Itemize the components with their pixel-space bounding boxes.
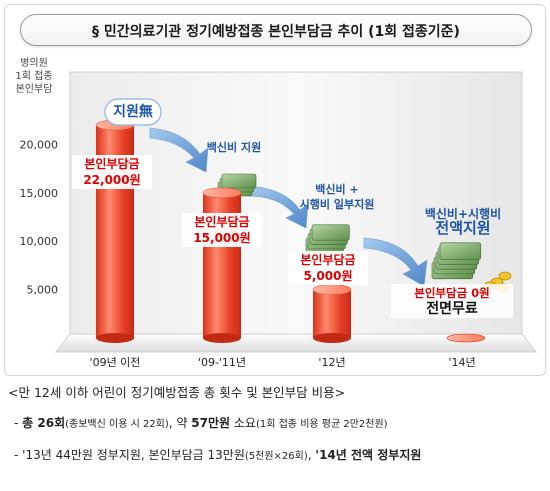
bar-labels: 본인부담금22,000원본인부담금15,000원본인부담금5,000원본인부담금… bbox=[72, 155, 513, 318]
bar-3 bbox=[446, 333, 486, 343]
bar-2-base bbox=[313, 333, 351, 343]
annotation-2-line-0: 백신비 + bbox=[315, 182, 358, 196]
bar-label-2-line-1: 5,000원 bbox=[304, 269, 353, 283]
trend-arrow-0 bbox=[149, 127, 209, 173]
annotation-0-line-0: 지원無 bbox=[113, 103, 153, 120]
annotation-0-bubble bbox=[104, 98, 162, 126]
info-line-1-b: 총 26회 bbox=[22, 416, 66, 430]
info-line-2-b: (5천원×26회) bbox=[244, 451, 308, 462]
money-icon-2-bill-3 bbox=[311, 224, 350, 241]
info-line-1-f: 소요 bbox=[230, 416, 256, 430]
bar-0-base bbox=[96, 333, 134, 343]
bar-label-1-bg bbox=[182, 213, 262, 247]
x-axis-categories: '09년 이전 '09-'11년 '12년 '14년 bbox=[90, 356, 476, 369]
annotation-0: 지원無 bbox=[104, 98, 162, 126]
bar-label-1: 본인부담금 15,000원 bbox=[182, 213, 262, 247]
annotation-1-line-0: 백신비 지원 bbox=[207, 140, 261, 154]
money-icon-1-bill-2 bbox=[221, 173, 257, 189]
bar-0 bbox=[95, 119, 135, 343]
bar-1 bbox=[202, 187, 242, 343]
info-line-1: - 총 26회(종보백신 이용 시 22회), 약 57만원 소요(1회 접종 … bbox=[14, 414, 388, 431]
y-axis-label-line-2: 본인부담 bbox=[16, 83, 53, 95]
title-box: § 민간의료기관 정기예방접종 본인부담금 추이 (1회 접종기준) bbox=[20, 14, 532, 46]
info-line-1-a: - bbox=[14, 416, 23, 430]
info-line-1-e: 57만원 bbox=[191, 416, 231, 430]
money-icons bbox=[217, 173, 512, 293]
bar-label-3-line-1: 전면무료 bbox=[426, 300, 478, 317]
bar-label-0-bg bbox=[72, 155, 152, 189]
x-category-3: '14년 bbox=[448, 356, 475, 369]
info-line-1-c: (종보백신 이용 시 22회) bbox=[65, 419, 169, 430]
bar-label-2-bg bbox=[288, 251, 368, 285]
bar-label-0: 본인부담금 22,000원 bbox=[72, 155, 152, 189]
info-heading: <만 12세 이하 어린이 정기예방접종 총 횟수 및 본인부담 비용> bbox=[8, 385, 346, 400]
x-category-1: '09-'11년 bbox=[198, 356, 246, 369]
chart-title: § 민간의료기관 정기예방접종 본인부담금 추이 (1회 접종기준) bbox=[92, 24, 460, 40]
y-axis-ticks: 5,000 10,000 15,000 20,000 bbox=[20, 138, 59, 296]
x-category-0: '09년 이전 bbox=[90, 356, 141, 369]
annotation-3-line-0: 백신비+시행비 bbox=[425, 206, 501, 221]
annotation-2-line-1: 시행비 일부지원 bbox=[300, 197, 375, 211]
annotation-2: 백신비 +시행비 일부지원 bbox=[300, 182, 375, 211]
annotation-1: 백신비 지원 bbox=[207, 140, 261, 154]
info-line-1-d: , 약 bbox=[168, 416, 192, 430]
bar-1-base bbox=[203, 333, 241, 343]
info-line-2: - '13년 44만원 정부지원, 본인부담금 13만원(5천원×26회), '… bbox=[14, 446, 421, 463]
bar-1-top bbox=[202, 187, 242, 199]
x-category-2: '12년 bbox=[318, 356, 345, 369]
y-tick-label-3: 20,000 bbox=[20, 138, 59, 151]
bar-label-1-line-0: 본인부담금 bbox=[194, 214, 249, 229]
annotation-3-line-1: 전액지원 bbox=[435, 219, 490, 237]
bar-2-top bbox=[312, 284, 352, 295]
money-icon-3 bbox=[431, 242, 482, 280]
money-icon-2 bbox=[305, 224, 350, 254]
trend-arrow-1 bbox=[247, 185, 309, 229]
bar-label-1-line-1: 15,000원 bbox=[193, 231, 250, 245]
info-line-1-g: (1회 접종 비용 평균 2만2천원) bbox=[255, 419, 388, 430]
info-line-2-c: , bbox=[307, 448, 316, 462]
y-axis-label-line-0: 병의원 bbox=[20, 57, 48, 69]
bar-2 bbox=[312, 284, 352, 343]
bar-label-0-line-0: 본인부담금 bbox=[84, 156, 139, 171]
coin-icon-1 bbox=[498, 271, 512, 281]
y-tick-label-1: 10,000 bbox=[20, 235, 59, 248]
info-line-2-d: '14년 전액 정부지원 bbox=[315, 448, 422, 462]
y-tick-label-2: 15,000 bbox=[20, 187, 59, 200]
bar-label-2: 본인부담금 5,000원 bbox=[288, 251, 368, 285]
bar-label-3-bg bbox=[391, 284, 513, 318]
bar-label-3-line-0: 본인부담금 0원 bbox=[414, 286, 490, 300]
bar-2-body bbox=[313, 289, 351, 338]
bar-label-2-line-0: 본인부담금 bbox=[300, 252, 355, 267]
info-line-2-a: - '13년 44만원 정부지원, 본인부담금 13만원 bbox=[14, 448, 245, 462]
y-tick-label-0: 5,000 bbox=[27, 284, 59, 297]
bar-3-disc bbox=[446, 333, 486, 343]
y-axis-label-line-1: 1회 접종 bbox=[15, 70, 52, 82]
money-icon-3-bill-4 bbox=[439, 242, 482, 260]
bar-label-0-line-1: 22,000원 bbox=[83, 173, 140, 187]
